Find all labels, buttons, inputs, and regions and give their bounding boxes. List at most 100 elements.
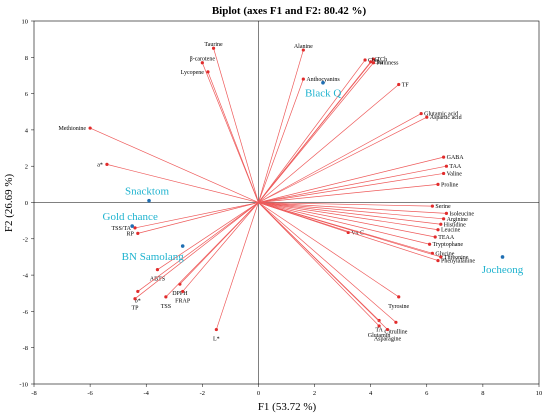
x-tick-label: -2	[200, 390, 205, 397]
variable-vector	[165, 202, 259, 298]
variable-label: Alanine	[294, 44, 313, 50]
variable-point	[105, 162, 109, 166]
variable-point	[427, 242, 432, 246]
sample-label: Gold chance	[103, 211, 158, 223]
variable-label: Aspartic acid	[430, 115, 462, 121]
variable-label: Phenylalanine	[441, 259, 475, 265]
variable-label: DPPH	[172, 291, 188, 297]
variable-point	[439, 222, 443, 226]
variable-point	[430, 204, 434, 208]
variable-vector	[207, 71, 259, 203]
variable-vector	[182, 202, 259, 292]
variable-label: Glutamic acid	[424, 112, 458, 118]
variable-vector	[258, 202, 436, 238]
variable-vector	[134, 202, 259, 299]
variable-label: Valine	[447, 171, 463, 177]
variable-point	[206, 70, 210, 74]
y-tick-label: 6	[25, 91, 29, 98]
x-tick-label: 4	[369, 390, 373, 397]
variable-point	[442, 217, 446, 221]
variable-label: Glycine	[435, 251, 454, 257]
variable-vector	[213, 48, 259, 203]
variable-point	[377, 318, 381, 323]
variable-point	[200, 61, 204, 65]
variable-label: Citrulline	[384, 329, 407, 335]
variable-vector	[258, 61, 371, 203]
variable-point	[88, 126, 92, 130]
variable-label: Tyrosine	[388, 304, 409, 310]
variable-label: a*	[97, 162, 103, 168]
variable-vector	[258, 202, 388, 330]
variable-point	[436, 182, 440, 186]
variable-label: Chb	[368, 58, 378, 64]
variable-vector	[258, 202, 447, 214]
y-tick-label: 10	[22, 19, 29, 26]
variable-label: Cha	[374, 60, 384, 66]
variable-vector	[258, 113, 422, 203]
variable-label: TAA	[449, 164, 462, 170]
variable-vector	[258, 62, 374, 203]
variable-vector	[258, 116, 427, 203]
sample-label: BN Samolang	[122, 251, 185, 263]
variable-point	[442, 171, 446, 176]
variable-vector	[258, 49, 304, 203]
variable-point	[397, 82, 401, 87]
variable-point	[444, 164, 449, 168]
variable-point	[164, 295, 168, 299]
variable-label: Proline	[441, 182, 459, 188]
variable-point	[439, 255, 443, 259]
variable-vector	[258, 184, 439, 203]
variable-label: Serine	[435, 204, 451, 210]
variable-label: Asparagine	[374, 337, 402, 343]
y-tick-label: 2	[25, 164, 28, 171]
y-tick-label: 8	[25, 55, 28, 62]
variable-point	[371, 57, 376, 61]
variable-vector	[258, 202, 399, 298]
variable-point	[211, 46, 216, 50]
variable-vector	[157, 202, 259, 270]
variable-point	[133, 297, 137, 301]
variable-label: Taurine	[204, 42, 223, 48]
variable-vector	[258, 202, 441, 258]
variable-point	[133, 226, 137, 230]
x-tick-label: -6	[87, 390, 93, 397]
variable-vector	[258, 202, 433, 207]
variable-label: Histidine	[444, 222, 466, 228]
variable-point	[385, 327, 390, 332]
sample-point	[180, 244, 185, 248]
variable-label: TEAA	[438, 235, 455, 241]
variable-label: Lycopene	[181, 70, 205, 76]
variable-label: Tryptophane	[433, 242, 464, 248]
variable-label: TCh	[376, 57, 387, 63]
variable-point	[155, 268, 160, 272]
variable-label: RP	[126, 231, 134, 237]
variable-label: TSS/TA	[111, 226, 131, 232]
chart-title: Biplot (axes F1 and F2: 80.42 %)	[212, 5, 367, 17]
x-tick-label: -8	[31, 390, 36, 397]
variable-vector	[137, 202, 259, 292]
sample-points: Black Q Snacktom Gold chance BN Samolang Joc…	[103, 80, 524, 276]
y-tick-label: -4	[23, 273, 29, 280]
y-tick-label: -2	[23, 236, 28, 243]
variable-label: Methionine	[58, 126, 86, 132]
variable-label: Firmness	[376, 61, 399, 67]
variable-label: ABTS	[150, 277, 165, 283]
variable-point	[369, 60, 373, 64]
y-axis-title: F2 (26.69 %)	[3, 173, 15, 232]
variable-vector	[134, 202, 259, 229]
sample-point	[130, 224, 134, 228]
variable-label: TP	[131, 306, 139, 312]
x-tick-label: 2	[313, 390, 316, 397]
variable-label: TF	[402, 83, 410, 89]
variable-label: FRAP	[175, 298, 191, 304]
variable-point	[181, 289, 185, 294]
variable-label: Anthocyanins	[306, 77, 340, 83]
variable-label: Arginine	[447, 217, 469, 223]
variable-label: Glutamin	[368, 333, 391, 339]
variable-point	[419, 111, 423, 116]
variable-vector	[258, 202, 439, 261]
y-tick-label: -8	[23, 345, 28, 352]
variable-vector	[258, 202, 380, 327]
